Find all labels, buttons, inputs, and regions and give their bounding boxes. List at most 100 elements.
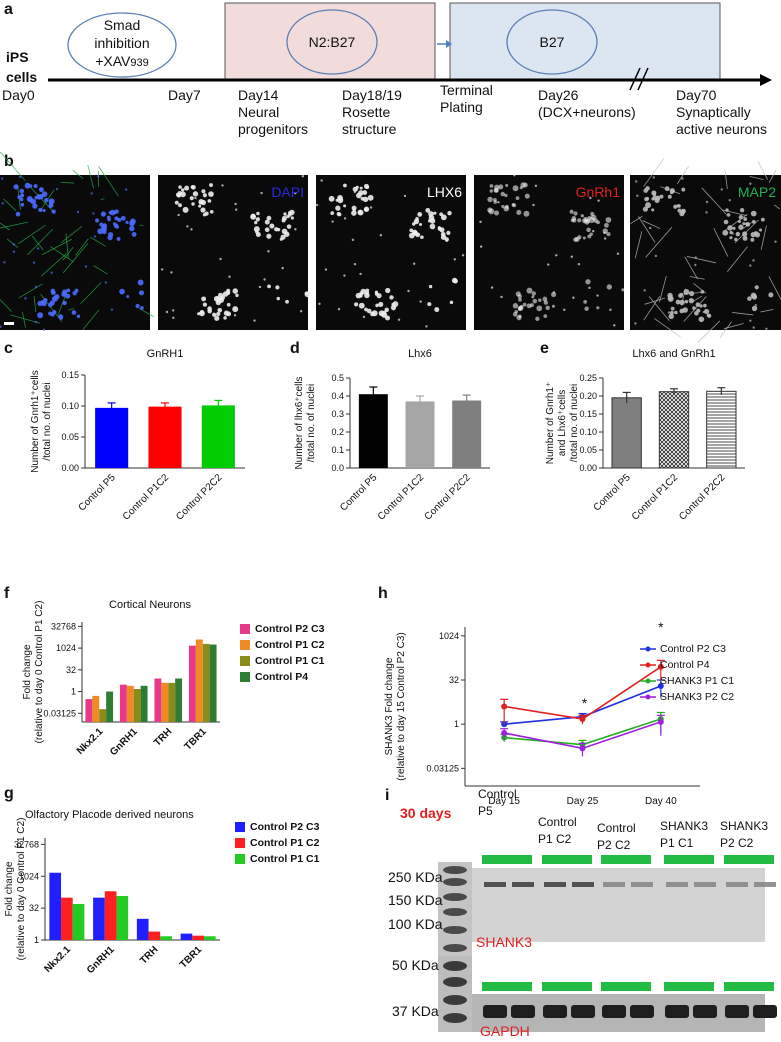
bar bbox=[116, 895, 129, 940]
annotation: * bbox=[582, 695, 588, 711]
nucleus bbox=[214, 315, 220, 321]
blot bbox=[472, 868, 765, 942]
bar bbox=[195, 639, 203, 722]
timeline-arrow-head bbox=[760, 74, 772, 86]
nucleus bbox=[512, 312, 518, 317]
blot-band bbox=[483, 1005, 507, 1018]
lane-label: P1 C2 bbox=[538, 832, 572, 846]
nucleus bbox=[749, 319, 752, 322]
legend-marker bbox=[645, 662, 651, 668]
nucleus bbox=[165, 310, 169, 314]
nucleus bbox=[255, 231, 261, 238]
nucleus bbox=[197, 312, 201, 316]
nucleus bbox=[497, 201, 500, 204]
nucleus bbox=[276, 296, 280, 301]
nucleus bbox=[343, 274, 346, 277]
nucleus bbox=[555, 254, 558, 257]
ladder-band bbox=[443, 961, 467, 971]
stage-arrow-head bbox=[446, 40, 452, 48]
x-tick-label: Control P2C2 bbox=[677, 472, 728, 523]
nucleus bbox=[679, 299, 685, 306]
nucleus bbox=[732, 226, 736, 230]
nucleus bbox=[752, 326, 755, 329]
nucleus bbox=[36, 247, 40, 250]
timepoint-label: Neural bbox=[238, 104, 279, 120]
stage-box bbox=[224, 2, 436, 81]
nucleus bbox=[65, 293, 71, 299]
blot-band bbox=[603, 882, 625, 887]
marker-label: 37 KDa bbox=[392, 1003, 439, 1019]
y-tick-label: 0.20 bbox=[579, 391, 597, 401]
legend-marker bbox=[645, 694, 651, 700]
timepoint-label: Day26 bbox=[538, 87, 579, 103]
nucleus bbox=[337, 197, 344, 204]
nucleus bbox=[688, 298, 695, 304]
lane-label: P5 bbox=[478, 804, 493, 818]
nucleus bbox=[209, 183, 213, 188]
protein-label: SHANK3 bbox=[476, 934, 532, 950]
nucleus bbox=[597, 199, 600, 202]
timepoint-label: active neurons bbox=[676, 121, 767, 137]
lane-bar bbox=[482, 855, 532, 864]
nucleus bbox=[357, 209, 364, 216]
lane-bar bbox=[601, 855, 651, 864]
nucleus bbox=[683, 288, 690, 295]
y-tick-label: 32768 bbox=[51, 621, 76, 631]
bar bbox=[99, 709, 107, 722]
neurite bbox=[686, 256, 716, 264]
nucleus bbox=[518, 297, 522, 302]
y-tick-label: 0.1 bbox=[331, 445, 344, 455]
nucleus bbox=[44, 197, 49, 203]
nucleus bbox=[190, 185, 195, 189]
nucleus bbox=[140, 306, 144, 310]
nucleus bbox=[385, 315, 391, 321]
neurite bbox=[697, 320, 721, 344]
x-tick-label: Control P5 bbox=[592, 472, 633, 513]
neurite bbox=[713, 227, 729, 257]
neurite bbox=[768, 276, 781, 301]
nucleus bbox=[449, 300, 454, 305]
x-tick-label: Day 15 bbox=[488, 796, 520, 807]
nucleus bbox=[433, 211, 437, 215]
blot-band bbox=[571, 1005, 595, 1018]
nucleus bbox=[315, 203, 319, 207]
y-tick-label: 0.05 bbox=[579, 445, 597, 455]
point bbox=[501, 703, 508, 710]
nucleus bbox=[543, 300, 549, 305]
neurite bbox=[3, 198, 17, 212]
x-tick-label: Nkx2.1 bbox=[75, 726, 106, 757]
nucleus bbox=[42, 328, 46, 331]
nucleus bbox=[201, 189, 206, 194]
channel-label: DAPI bbox=[271, 184, 304, 200]
nucleus bbox=[37, 300, 43, 307]
nucleus bbox=[760, 217, 765, 222]
nucleus bbox=[330, 211, 335, 215]
bar bbox=[49, 872, 62, 940]
nucleus bbox=[699, 304, 703, 308]
drug-subscript: 939 bbox=[130, 57, 148, 69]
legend-label: Control P2 C3 bbox=[250, 821, 320, 833]
bar bbox=[452, 400, 482, 468]
nucleus bbox=[747, 296, 752, 301]
nucleus bbox=[318, 302, 321, 306]
nucleus bbox=[493, 187, 499, 193]
timepoint-label: Rosette bbox=[342, 104, 390, 120]
nucleus bbox=[698, 316, 705, 323]
drug: +XAV bbox=[95, 53, 131, 69]
nucleus bbox=[235, 293, 239, 298]
x-tick-label: Control P1C2 bbox=[376, 472, 427, 523]
blot-band bbox=[572, 882, 594, 887]
nucleus bbox=[0, 325, 2, 328]
neurite bbox=[773, 204, 781, 210]
y-tick-label: 0.03125 bbox=[43, 708, 76, 718]
blot-band bbox=[602, 1005, 626, 1018]
nucleus bbox=[654, 254, 658, 258]
bar bbox=[93, 897, 105, 940]
neurite bbox=[659, 275, 667, 303]
nucleus bbox=[217, 307, 223, 313]
nucleus bbox=[191, 202, 195, 206]
neurite bbox=[68, 307, 74, 311]
lane-bar bbox=[542, 982, 592, 991]
chart-title: Lhx6 and GnRh1 bbox=[632, 348, 715, 360]
legend-swatch bbox=[240, 624, 250, 634]
